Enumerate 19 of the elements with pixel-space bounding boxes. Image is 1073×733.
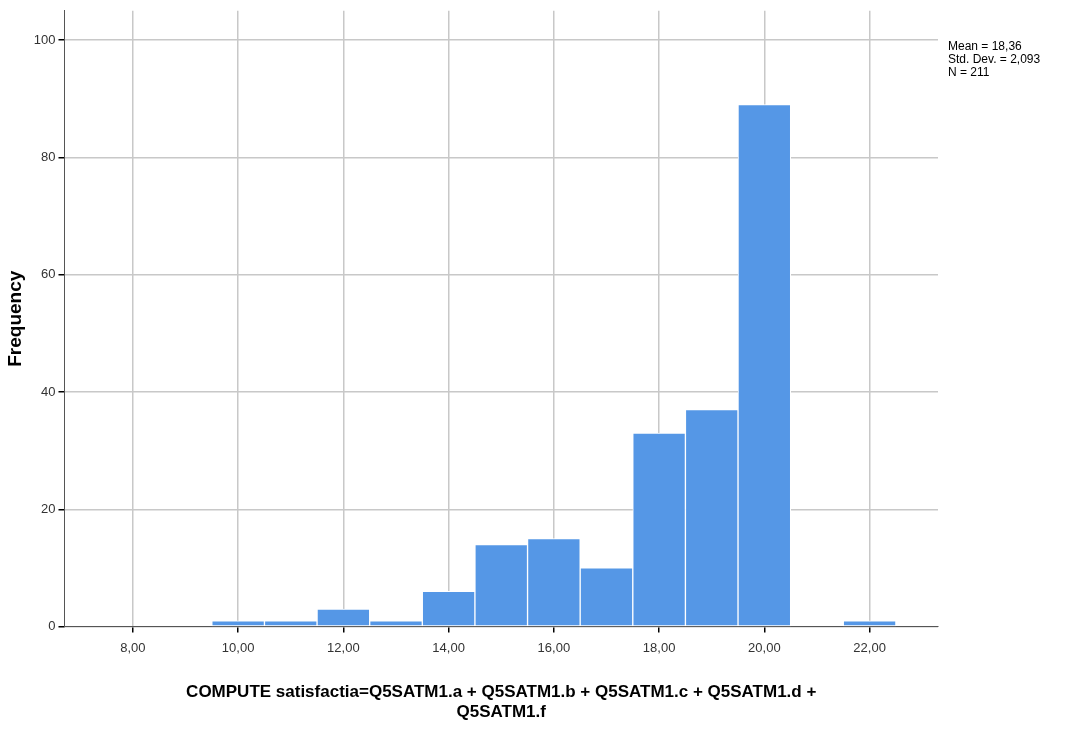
y-tick-label: 20	[41, 500, 56, 516]
y-tick-label: 60	[41, 266, 56, 282]
y-tick-label: 100	[33, 31, 56, 47]
y-tick-label: 80	[41, 149, 56, 164]
x-tick-label: 14,00	[432, 639, 465, 655]
x-tick-label: 10,00	[221, 639, 255, 655]
y-axis-title: Frequency	[3, 270, 25, 367]
y-tick-label: 0	[48, 618, 56, 634]
x-tick-label: 16,00	[537, 639, 571, 655]
text: Mean = 18,36	[948, 39, 1023, 54]
x-tick-label: 12,00	[327, 639, 360, 655]
x-tick-label: 20,00	[748, 639, 781, 655]
text: Std. Dev. = 2,093	[948, 52, 1041, 67]
x-tick-label: 18,00	[642, 639, 676, 655]
x-axis-title: COMPUTE satisfactia=Q5SATM1.a + Q5SATM1.b + Q5SATM1.c + Q5SATM1.d + Q5SATM1.f	[186, 682, 817, 722]
text: N = 211	[948, 65, 990, 80]
x-tick-label: 22,00	[853, 639, 886, 655]
x-tick-label: 8,00	[120, 639, 146, 655]
y-tick-label: 40	[41, 383, 56, 399]
